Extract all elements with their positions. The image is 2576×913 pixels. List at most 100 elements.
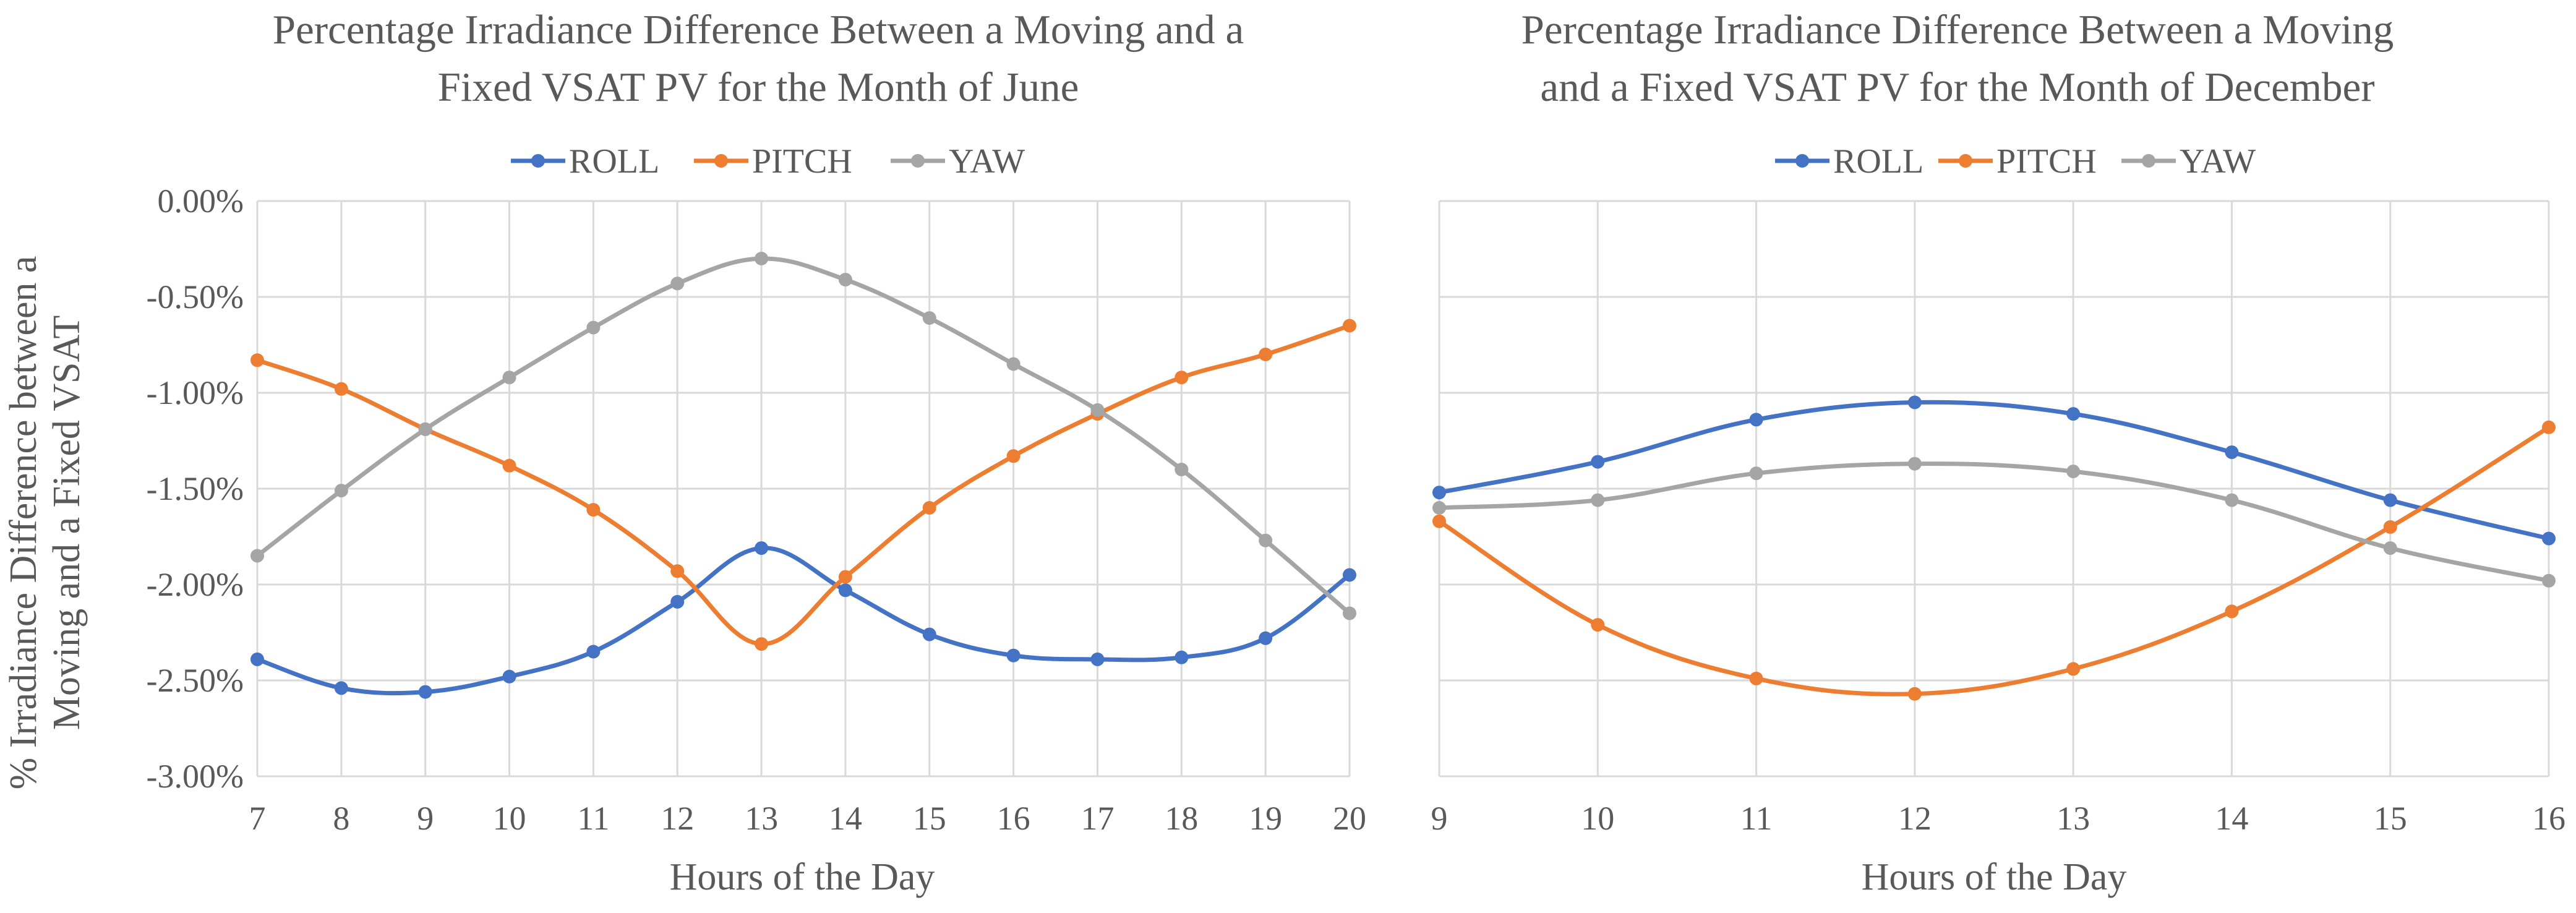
chart-june-point-roll [418,685,432,699]
chart-december-x-tick-label: 11 [1740,800,1773,837]
chart-june-point-pitch [1259,348,1273,361]
chart-june-point-pitch [502,458,516,473]
chart-june-x-tick-label: 8 [333,800,349,837]
chart-december-point-yaw [1907,456,1922,471]
chart-june-legend-label-roll: ROLL [569,142,659,181]
chart-december-point-yaw [2225,493,2239,507]
chart-june-y-tick-label: 0.00% [158,182,244,220]
chart-june: 0.00% -0.50% -1.00% -1.50% -2.00% -2.50% -3.00… [147,142,1366,837]
chart-december-point-yaw [1749,466,1763,481]
y-axis-label-line2: Moving and a Fixed VSAT [46,315,88,731]
chart-june-point-yaw [670,276,685,291]
chart-december-point-roll [2066,407,2081,421]
chart-december-point-roll [1749,413,1763,427]
chart-june-point-roll [1175,650,1189,664]
chart-june-x-axis-label: Hours of the Day [670,856,935,898]
chart-december-point-pitch [1749,671,1763,685]
chart-june-x-tick-label: 13 [745,800,778,837]
chart-december-point-roll [1591,455,1605,469]
chart-june-y-tick-label: -2.50% [147,662,244,699]
chart-june-point-yaw [586,320,601,335]
chart-june-point-pitch [1006,449,1021,463]
chart-december-x-tick-label: 10 [1581,800,1614,837]
chart-december-point-yaw [1591,493,1605,507]
chart-june-series-line-pitch [256,324,1351,646]
chart-june-x-tick-label: 7 [249,800,266,837]
chart-june-legend-label-yaw: YAW [949,142,1025,181]
chart-december: 9 10 11 12 13 14 15 16 ROLL PITCH YAW [1431,142,2566,837]
chart-june-point-roll [755,541,769,555]
chart-june-point-yaw [1259,533,1273,547]
chart-december-series-line-roll [1439,400,2549,541]
chart-june-point-yaw [922,311,936,325]
chart-december-point-roll [1432,486,1446,500]
chart-june-series-line-yaw [255,256,1351,615]
chart-june-point-yaw [250,549,264,563]
chart-june-x-tick-label: 9 [417,800,434,837]
chart-june-point-roll [250,652,264,666]
chart-december-point-roll [2225,445,2239,460]
chart-june-legend-marker-pitch [714,154,728,168]
chart-december-point-yaw [2066,465,2081,479]
chart-june-x-tick-label: 16 [997,800,1030,837]
chart-june-point-pitch [755,637,769,651]
chart-june-x-tick-label: 19 [1249,800,1282,837]
chart-june-y-tick-label: -1.50% [147,470,244,507]
chart-june-point-pitch [586,503,601,517]
chart-june-y-tick-label: -1.00% [147,374,244,411]
chart-december-point-pitch [2066,662,2081,676]
chart-june-point-pitch [670,564,685,578]
chart-june-legend-marker-roll [531,154,545,168]
chart-december-point-roll [1907,395,1922,409]
chart-december-point-pitch [1907,687,1922,701]
chart-june-x-tick-label: 10 [493,800,526,837]
chart-december-x-tick-label: 16 [2532,800,2565,837]
chart-june-point-roll [1006,648,1021,662]
chart-december-title-line1: Percentage Irradiance Difference Between… [1521,7,2394,53]
chart-december-point-roll [2542,531,2556,546]
chart-june-point-pitch [1175,371,1189,385]
chart-june-point-yaw [502,371,516,385]
chart-june-point-yaw [1175,463,1189,476]
chart-december-point-yaw [2542,573,2556,588]
chart-june-legend-marker-yaw [911,154,925,168]
chart-december-point-roll [2383,493,2397,507]
chart-december-point-yaw [2383,541,2397,555]
chart-june-x-tick-label: 11 [577,800,609,837]
chart-june-x-tick-label: 14 [829,800,862,837]
chart-june-point-yaw [418,422,432,436]
chart-december-x-tick-label: 9 [1431,800,1448,837]
chart-june-point-pitch [838,570,852,584]
chart-june-point-yaw [1343,606,1356,620]
chart-june-point-pitch [1343,319,1356,333]
chart-june-x-tick-label: 15 [913,800,946,837]
chart-june-title-line1: Percentage Irradiance Difference Between… [273,7,1244,53]
chart-june-point-roll [922,627,936,641]
chart-june-y-tick-label: -2.00% [147,566,244,603]
chart-december-legend-label-roll: ROLL [1833,142,1923,181]
chart-december-point-pitch [2383,520,2397,534]
chart-june-y-tick-label: -3.00% [147,758,244,795]
chart-june-y-tick-label: -0.50% [147,278,244,315]
chart-december-point-pitch [1432,514,1446,528]
chart-june-x-tick-label: 17 [1080,800,1114,837]
chart-december-legend-label-yaw: YAW [2180,142,2256,181]
chart-june-point-yaw [1090,403,1105,417]
chart-june-point-pitch [250,353,264,367]
chart-june-point-roll [1343,568,1356,582]
chart-december-point-yaw [1432,501,1446,515]
chart-june-point-yaw [838,273,852,287]
chart-june-point-roll [586,645,601,659]
chart-december-x-tick-label: 13 [2056,800,2090,837]
chart-december-series-line-yaw [1439,461,2549,583]
chart-december-x-tick-label: 15 [2374,800,2407,837]
chart-june-x-tick-label: 20 [1333,800,1366,837]
chart-december-legend-marker-pitch [1959,154,1972,168]
chart-december-point-pitch [2225,604,2239,619]
chart-december-legend-label-pitch: PITCH [1996,142,2097,181]
chart-june-point-roll [670,594,685,609]
chart-june-point-pitch [922,501,936,515]
chart-june-point-yaw [1006,357,1021,371]
chart-december-x-axis-label: Hours of the Day [1862,856,2127,898]
chart-june-point-yaw [334,484,348,498]
